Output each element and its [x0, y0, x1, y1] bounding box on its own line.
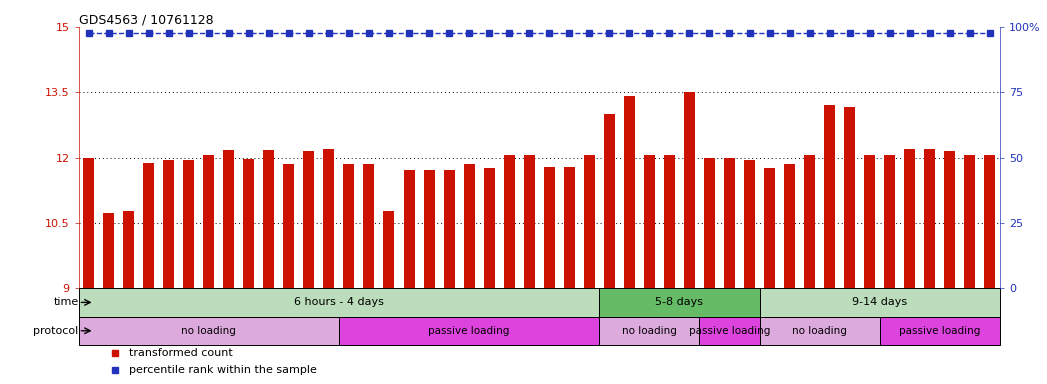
Bar — [664, 156, 675, 288]
Bar — [203, 156, 215, 288]
Bar — [879, 316, 1000, 345]
Bar — [704, 157, 715, 288]
Bar — [864, 156, 875, 288]
Bar — [885, 156, 895, 288]
Text: time: time — [53, 297, 79, 308]
Bar — [944, 151, 955, 288]
Text: protocol: protocol — [34, 326, 79, 336]
Bar — [584, 156, 595, 288]
Bar — [444, 170, 454, 288]
Bar — [339, 316, 599, 345]
Bar — [324, 149, 334, 288]
Text: GDS4563 / 10761128: GDS4563 / 10761128 — [79, 14, 214, 27]
Bar — [464, 164, 474, 288]
Bar — [363, 164, 375, 288]
Bar — [103, 213, 114, 288]
Text: passive loading: passive loading — [899, 326, 980, 336]
Bar — [143, 163, 154, 288]
Bar — [504, 156, 515, 288]
Bar — [599, 288, 759, 316]
Bar — [925, 149, 935, 288]
Text: no loading: no loading — [622, 326, 676, 336]
Bar — [984, 156, 996, 288]
Bar — [804, 156, 816, 288]
Bar — [744, 160, 755, 288]
Text: 6 hours - 4 days: 6 hours - 4 days — [294, 297, 384, 308]
Bar — [624, 96, 634, 288]
Bar — [79, 316, 339, 345]
Bar — [684, 92, 695, 288]
Text: 9-14 days: 9-14 days — [852, 297, 908, 308]
Text: passive loading: passive loading — [689, 326, 771, 336]
Bar — [905, 149, 915, 288]
Bar — [304, 151, 314, 288]
Bar — [764, 169, 775, 288]
Bar — [124, 211, 134, 288]
Bar — [343, 164, 355, 288]
Text: no loading: no loading — [793, 326, 847, 336]
Bar — [543, 167, 555, 288]
Bar — [964, 156, 976, 288]
Bar — [599, 316, 699, 345]
Bar — [183, 160, 194, 288]
Bar — [424, 170, 435, 288]
Text: passive loading: passive loading — [428, 326, 510, 336]
Bar — [563, 167, 575, 288]
Text: 5-8 days: 5-8 days — [655, 297, 704, 308]
Bar — [243, 159, 254, 288]
Text: no loading: no loading — [181, 326, 237, 336]
Text: transformed count: transformed count — [129, 348, 232, 358]
Bar — [403, 170, 415, 288]
Bar — [604, 114, 615, 288]
Bar — [383, 211, 395, 288]
Bar — [263, 150, 274, 288]
Bar — [79, 288, 599, 316]
Bar — [759, 288, 1000, 316]
Bar — [524, 156, 535, 288]
Bar — [699, 316, 759, 345]
Bar — [484, 169, 494, 288]
Bar — [723, 157, 735, 288]
Bar — [83, 157, 94, 288]
Bar — [644, 156, 654, 288]
Bar — [844, 108, 855, 288]
Bar — [163, 160, 174, 288]
Bar — [284, 164, 294, 288]
Bar — [223, 150, 235, 288]
Bar — [759, 316, 879, 345]
Text: percentile rank within the sample: percentile rank within the sample — [129, 365, 317, 375]
Bar — [784, 164, 795, 288]
Bar — [824, 105, 836, 288]
